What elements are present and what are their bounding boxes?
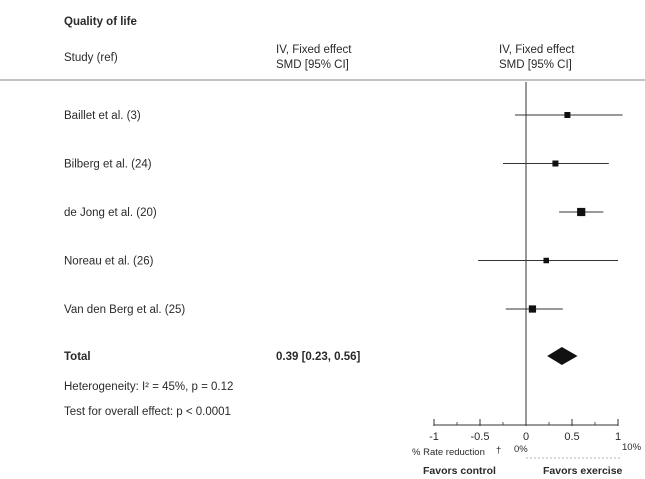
header-col2-line2: SMD [95% CI]	[276, 59, 349, 71]
rate-reduction-label: % Rate reduction	[412, 447, 485, 458]
study-point-estimate	[577, 208, 585, 216]
study-label: Van den Berg et al. (25)	[64, 304, 185, 316]
favors-exercise-label: Favors exercise	[543, 465, 623, 477]
rate-reduction-marker: †	[496, 445, 501, 456]
favors-control-label: Favors control	[423, 465, 496, 477]
total-label: Total	[64, 351, 91, 363]
rate-reduction-start: 0%	[514, 444, 528, 455]
rate-reduction-end: 10%	[622, 442, 642, 453]
study-point-estimate	[564, 112, 570, 118]
heterogeneity-text: Heterogeneity: I² = 45%, p = 0.12	[64, 381, 233, 393]
study-label: Bilberg et al. (24)	[64, 159, 152, 171]
header-col3-line1: IV, Fixed effect	[499, 44, 575, 56]
header-study: Study (ref)	[64, 52, 118, 64]
study-label: Noreau et al. (26)	[64, 256, 154, 268]
study-label: Baillet et al. (3)	[64, 110, 141, 122]
forest-marks	[478, 82, 622, 425]
total-diamond	[547, 347, 577, 365]
x-tick-label: -0.5	[471, 431, 490, 443]
x-tick-label: 0.5	[564, 431, 579, 443]
study-label: de Jong et al. (20)	[64, 207, 157, 219]
header-col3-line2: SMD [95% CI]	[499, 59, 572, 71]
section-title: Quality of life	[64, 16, 137, 28]
overall-effect-text: Test for overall effect: p < 0.0001	[64, 406, 231, 418]
total-estimate-text: 0.39 [0.23, 0.56]	[276, 351, 361, 363]
study-point-estimate	[529, 305, 536, 312]
x-tick-label: -1	[429, 431, 439, 443]
x-tick-label: 0	[523, 431, 529, 443]
study-point-estimate	[552, 161, 558, 167]
header-col2-line1: IV, Fixed effect	[276, 44, 352, 56]
study-point-estimate	[543, 258, 549, 264]
x-tick-label: 1	[615, 431, 621, 443]
study-rows: Baillet et al. (3) Bilberg et al. (24) de …	[64, 110, 361, 363]
x-axis: -1 -0.5 0 0.5 1	[429, 419, 621, 443]
